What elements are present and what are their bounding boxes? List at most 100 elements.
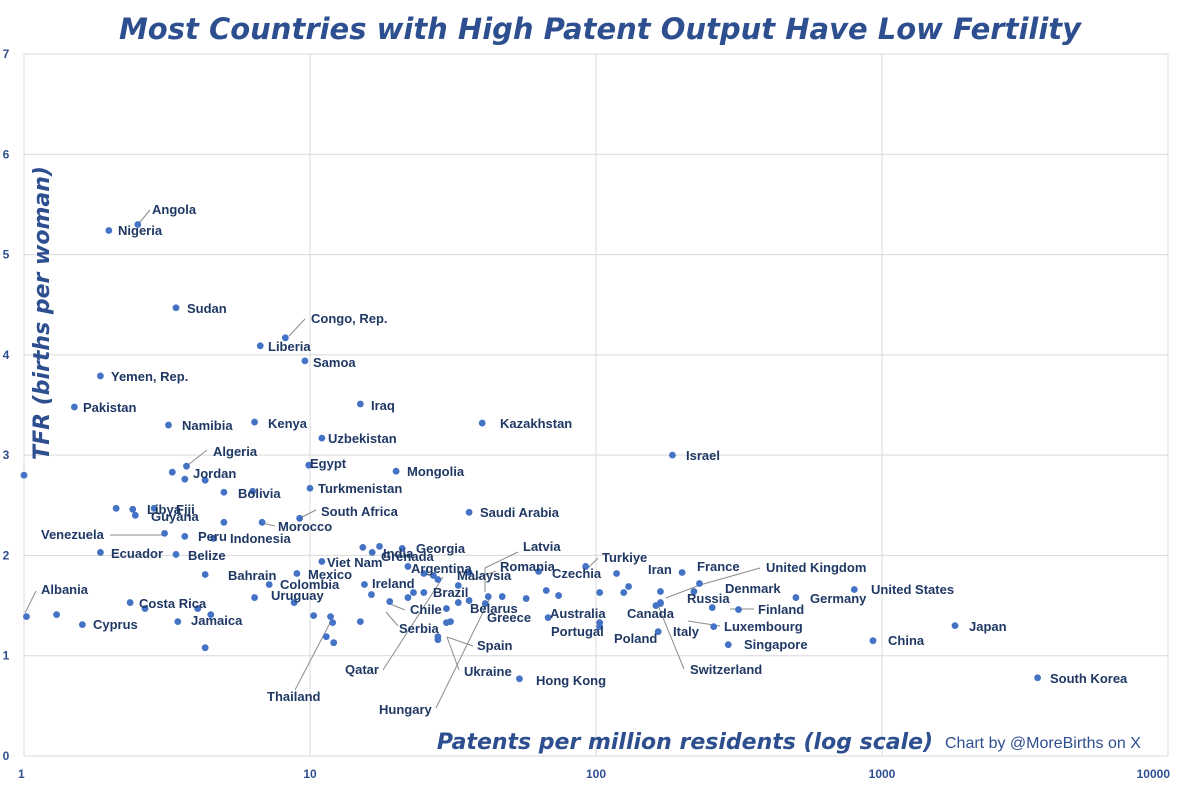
leader-line-albania xyxy=(24,590,37,614)
data-point xyxy=(625,583,632,590)
data-point-sudan xyxy=(172,304,180,312)
y-tick-label: 2 xyxy=(3,548,10,562)
data-point-ecuador xyxy=(97,549,104,556)
data-point xyxy=(220,488,228,496)
point-label-switzerland: Switzerland xyxy=(690,662,762,677)
data-point-hong-kong xyxy=(516,675,523,683)
data-point-guyana xyxy=(131,511,139,519)
data-point xyxy=(465,597,473,604)
data-point-south-korea xyxy=(1034,674,1042,682)
data-point-denmark xyxy=(696,580,703,587)
point-label-ecuador: Ecuador xyxy=(111,546,163,561)
x-axis-title: Patents per million residents (log scale… xyxy=(437,730,933,755)
data-point-angola xyxy=(134,221,142,228)
point-label-belarus: Belarus xyxy=(470,601,518,616)
point-label-turkmenistan: Turkmenistan xyxy=(318,481,402,496)
data-point-uruguay xyxy=(251,594,258,601)
data-point-namibia xyxy=(165,421,172,429)
data-point-hungary xyxy=(454,599,462,606)
data-point xyxy=(220,518,228,526)
data-point-singapore xyxy=(724,641,732,649)
data-point xyxy=(322,633,330,641)
data-point xyxy=(555,592,563,599)
data-point xyxy=(657,588,664,595)
point-label-luxembourg: Luxembourg xyxy=(724,619,803,634)
point-label-guyana: Guyana xyxy=(151,509,199,524)
point-label-australia: Australia xyxy=(550,606,606,621)
chart-title: Most Countries with High Patent Output H… xyxy=(118,12,1082,46)
data-point-liberia xyxy=(256,342,264,350)
point-label-romania: Romania xyxy=(500,559,556,574)
point-label-iraq: Iraq xyxy=(371,398,395,413)
point-label-chile: Chile xyxy=(410,602,442,617)
point-label-grenada: Grenada xyxy=(381,549,435,564)
point-label-egypt: Egypt xyxy=(310,456,347,471)
data-point-iran xyxy=(613,570,620,577)
data-point-indonesia xyxy=(210,534,217,542)
point-label-georgia: Georgia xyxy=(416,541,466,556)
point-label-uzbekistan: Uzbekistan xyxy=(328,431,397,446)
point-label-indonesia: Indonesia xyxy=(230,531,291,546)
point-label-latvia: Latvia xyxy=(523,539,561,554)
data-point-albania xyxy=(23,613,30,621)
data-point-iraq xyxy=(356,400,364,408)
data-point-fiji xyxy=(150,504,158,512)
point-label-canada: Canada xyxy=(627,606,675,621)
point-label-south-africa: South Africa xyxy=(321,504,399,519)
point-label-samoa: Samoa xyxy=(313,355,356,370)
data-point-peru xyxy=(181,532,189,540)
data-point xyxy=(620,589,628,596)
data-point-libya xyxy=(129,505,137,513)
x-tick-label: 10 xyxy=(303,767,317,781)
point-label-bahrain: Bahrain xyxy=(228,568,276,583)
data-point-romania xyxy=(465,569,473,576)
x-tick-label: 10000 xyxy=(1137,767,1171,781)
data-point-egypt xyxy=(305,461,313,469)
data-point-czechia xyxy=(535,568,543,575)
point-label-israel: Israel xyxy=(686,448,720,463)
point-label-serbia: Serbia xyxy=(399,621,440,636)
data-point-india xyxy=(376,543,383,550)
data-point xyxy=(310,612,318,619)
point-label-greece: Greece xyxy=(487,610,531,625)
point-label-portugal: Portugal xyxy=(551,624,604,639)
data-point xyxy=(420,589,428,596)
y-tick-label: 3 xyxy=(3,448,10,462)
point-label-saudi-arabia: Saudi Arabia xyxy=(480,505,560,520)
point-label-sudan: Sudan xyxy=(187,301,227,316)
point-label-liberia: Liberia xyxy=(268,339,311,354)
point-label-iran: Iran xyxy=(648,562,672,577)
point-label-cyprus: Cyprus xyxy=(93,617,138,632)
data-point xyxy=(112,504,120,512)
data-point xyxy=(174,618,182,626)
data-point-qatar xyxy=(434,576,442,583)
point-label-turkiye: Turkiye xyxy=(602,550,647,565)
y-tick-label: 4 xyxy=(3,348,10,362)
data-point-venezuela xyxy=(161,529,168,537)
x-tick-label: 100 xyxy=(586,767,606,781)
point-label-united-kingdom: United Kingdom xyxy=(766,560,866,575)
point-label-peru: Peru xyxy=(198,529,227,544)
data-point-turkiye xyxy=(582,563,590,570)
data-point-poland xyxy=(596,623,604,631)
data-point xyxy=(207,611,215,618)
point-label-ireland: Ireland xyxy=(372,576,415,591)
point-label-hungary: Hungary xyxy=(379,702,433,717)
point-label-namibia: Namibia xyxy=(182,418,233,433)
data-point-chile xyxy=(386,598,394,605)
y-tick-label: 1 xyxy=(3,649,10,663)
y-tick-label: 7 xyxy=(3,47,10,61)
data-point-cyprus xyxy=(78,621,86,629)
data-point-turkmenistan xyxy=(306,484,314,492)
data-point-thailand xyxy=(329,619,337,627)
point-label-colombia: Colombia xyxy=(280,577,340,592)
point-label-united-states: United States xyxy=(871,582,954,597)
point-label-pakistan: Pakistan xyxy=(83,400,137,415)
data-point-costa-rica xyxy=(126,599,134,606)
point-label-hong-kong: Hong Kong xyxy=(536,673,606,688)
data-point-bahrain xyxy=(201,571,209,578)
chart-credit: Chart by @MoreBirths on X xyxy=(945,735,1141,752)
data-point-italy xyxy=(654,628,662,636)
data-point-pakistan xyxy=(70,403,78,411)
data-point xyxy=(20,471,28,479)
